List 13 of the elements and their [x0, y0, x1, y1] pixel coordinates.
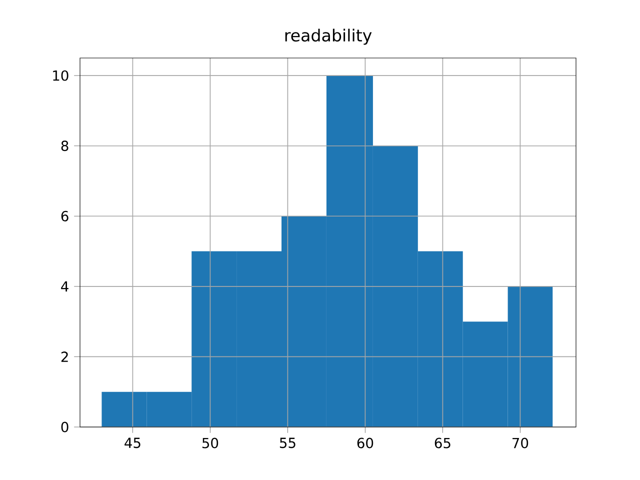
x-tick-label: 70 [512, 438, 528, 448]
x-tick-label: 65 [434, 438, 450, 448]
y-tick-label: 6 [61, 210, 68, 222]
y-tick-label: 10 [53, 70, 68, 81]
y-tick-label: 2 [61, 352, 68, 362]
y-tick-label: 4 [61, 281, 68, 292]
x-tick-label: 55 [280, 438, 296, 448]
y-tick-label: 8 [61, 140, 68, 152]
x-tick-label: 60 [357, 438, 374, 448]
x-tick-label: 45 [124, 438, 140, 448]
y-tick-label: 0 [61, 422, 68, 432]
chart-title: readability [285, 28, 372, 45]
x-tick-label: 50 [202, 438, 218, 448]
